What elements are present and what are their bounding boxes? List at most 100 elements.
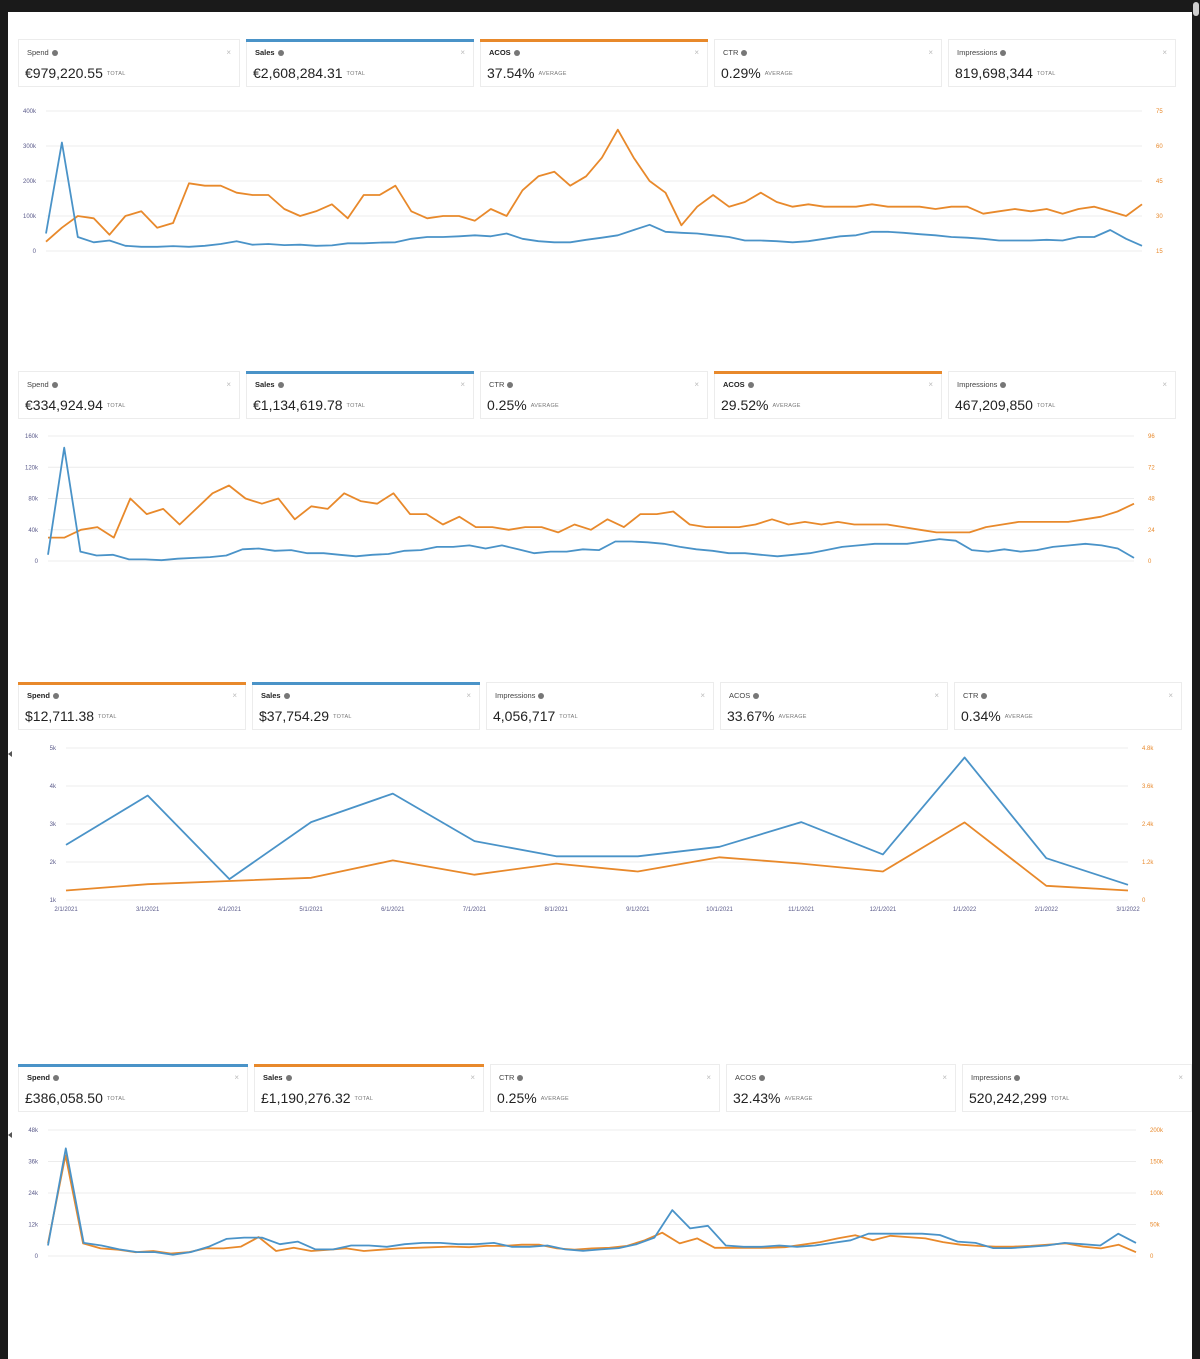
metric-value-text: 37.54% [487,65,535,81]
y-left-tick-label: 24k [28,1191,39,1197]
metric-tile-ctr[interactable]: CTR 0.34% AVERAGE × [954,682,1182,730]
remove-metric-icon[interactable]: × [694,380,699,389]
info-icon[interactable] [517,1075,524,1082]
metric-label: ACOS [723,380,754,389]
window-scrollbar[interactable] [1192,0,1200,1359]
remove-metric-icon[interactable]: × [460,48,465,57]
remove-metric-icon[interactable]: × [928,48,933,57]
remove-metric-icon[interactable]: × [1178,1073,1183,1082]
metric-tile-impressions[interactable]: Impressions 4,056,717 TOTAL × [486,682,714,730]
selected-metric-bar [252,682,480,685]
metric-tile-spend[interactable]: Spend £386,058.50 TOTAL × [18,1064,248,1112]
metric-value: £386,058.50 TOTAL [25,1090,126,1106]
metric-label-text: Sales [255,48,275,57]
selected-metric-bar [480,39,708,42]
remove-metric-icon[interactable]: × [232,691,237,700]
info-icon[interactable] [759,1075,766,1082]
metric-tile-acos[interactable]: ACOS 32.43% AVERAGE × [726,1064,956,1112]
y-right-tick-label: 48 [1148,497,1155,503]
info-icon[interactable] [51,50,58,57]
info-icon[interactable] [538,693,545,700]
metric-label-text: ACOS [489,48,511,57]
y-left-tick-label: 36k [28,1160,39,1166]
metric-value-text: 33.67% [727,708,775,724]
metric-value: 4,056,717 TOTAL [493,708,578,724]
y-right-tick-label: 50k [1150,1223,1161,1229]
remove-metric-icon[interactable]: × [460,380,465,389]
metric-tile-sales[interactable]: Sales $37,754.29 TOTAL × [252,682,480,730]
dashboard-page: Spend €979,220.55 TOTAL × Sales €2,608,284.31… [8,12,1192,1359]
info-icon[interactable] [283,693,290,700]
metric-tile-acos[interactable]: ACOS 33.67% AVERAGE × [720,682,948,730]
remove-metric-icon[interactable]: × [234,1073,239,1082]
remove-metric-icon[interactable]: × [928,380,933,389]
remove-metric-icon[interactable]: × [1162,48,1167,57]
info-icon[interactable] [277,382,284,389]
scrollbar-thumb[interactable] [1193,2,1199,16]
metric-label: ACOS [729,691,760,700]
collapse-left-arrow-icon[interactable] [8,751,12,757]
y-right-tick-label: 60 [1156,144,1163,150]
info-icon[interactable] [1000,382,1007,389]
metric-tile-impressions[interactable]: Impressions 819,698,344 TOTAL × [948,39,1176,87]
info-icon[interactable] [52,1075,59,1082]
metric-label: Impressions [971,1073,1021,1082]
y-left-tick-label: 2k [50,860,57,866]
metric-tile-acos[interactable]: ACOS 29.52% AVERAGE × [714,371,942,419]
info-icon[interactable] [747,382,754,389]
metric-label: CTR [723,48,748,57]
x-tick-label: 8/1/2021 [544,907,568,913]
metric-tile-sales[interactable]: Sales €1,134,619.78 TOTAL × [246,371,474,419]
series-line-blue [65,756,1129,886]
x-tick-label: 1/1/2022 [953,907,977,913]
remove-metric-icon[interactable]: × [934,691,939,700]
info-icon[interactable] [513,50,520,57]
metric-unit: TOTAL [1036,71,1056,78]
metric-tile-acos[interactable]: ACOS 37.54% AVERAGE × [480,39,708,87]
remove-metric-icon[interactable]: × [226,48,231,57]
remove-metric-icon[interactable]: × [466,691,471,700]
remove-metric-icon[interactable]: × [694,48,699,57]
info-icon[interactable] [507,382,514,389]
y-right-tick-label: 0 [1142,898,1146,904]
info-icon[interactable] [1000,50,1007,57]
remove-metric-icon[interactable]: × [1162,380,1167,389]
metric-tile-spend[interactable]: Spend $12,711.38 TOTAL × [18,682,246,730]
metric-tile-spend[interactable]: Spend €334,924.94 TOTAL × [18,371,240,419]
remove-metric-icon[interactable]: × [1168,691,1173,700]
metric-label: CTR [963,691,988,700]
metric-unit: TOTAL [106,1096,126,1103]
metric-tile-impressions[interactable]: Impressions 520,242,299 TOTAL × [962,1064,1192,1112]
remove-metric-icon[interactable]: × [942,1073,947,1082]
line-chart-svg: 1k 0 2k 1.2k 3k 2.4k 4k 3.6k 5k 4.8k 2/1/2021 3/1/2… [50,746,1155,913]
metric-tile-ctr[interactable]: CTR 0.29% AVERAGE × [714,39,942,87]
remove-metric-icon[interactable]: × [700,691,705,700]
metric-tile-sales[interactable]: Sales £1,190,276.32 TOTAL × [254,1064,484,1112]
info-icon[interactable] [981,693,988,700]
info-icon[interactable] [51,382,58,389]
metric-tile-ctr[interactable]: CTR 0.25% AVERAGE × [480,371,708,419]
series-line-orange [48,484,1135,539]
metric-tile-spend[interactable]: Spend €979,220.55 TOTAL × [18,39,240,87]
remove-metric-icon[interactable]: × [470,1073,475,1082]
y-right-tick-label: 1.2k [1142,860,1154,866]
info-icon[interactable] [1014,1075,1021,1082]
metric-tile-impressions[interactable]: Impressions 467,209,850 TOTAL × [948,371,1176,419]
metric-value-text: 32.43% [733,1090,781,1106]
x-tick-label: 2/1/2022 [1035,907,1059,913]
metric-tile-ctr[interactable]: CTR 0.25% AVERAGE × [490,1064,720,1112]
metric-tiles: Spend $12,711.38 TOTAL × Sales $37,754.29 TOTA… [18,682,1188,732]
remove-metric-icon[interactable]: × [226,380,231,389]
metric-label: CTR [499,1073,524,1082]
info-icon[interactable] [285,1075,292,1082]
y-left-tick-label: 0 [35,559,39,565]
remove-metric-icon[interactable]: × [706,1073,711,1082]
collapse-left-arrow-icon[interactable] [8,1132,12,1138]
info-icon[interactable] [277,50,284,57]
metric-tiles: Spend €334,924.94 TOTAL × Sales €1,134,619.78… [18,371,1182,421]
metric-value: £1,190,276.32 TOTAL [261,1090,373,1106]
info-icon[interactable] [52,693,59,700]
metric-tile-sales[interactable]: Sales €2,608,284.31 TOTAL × [246,39,474,87]
info-icon[interactable] [753,693,760,700]
info-icon[interactable] [741,50,748,57]
